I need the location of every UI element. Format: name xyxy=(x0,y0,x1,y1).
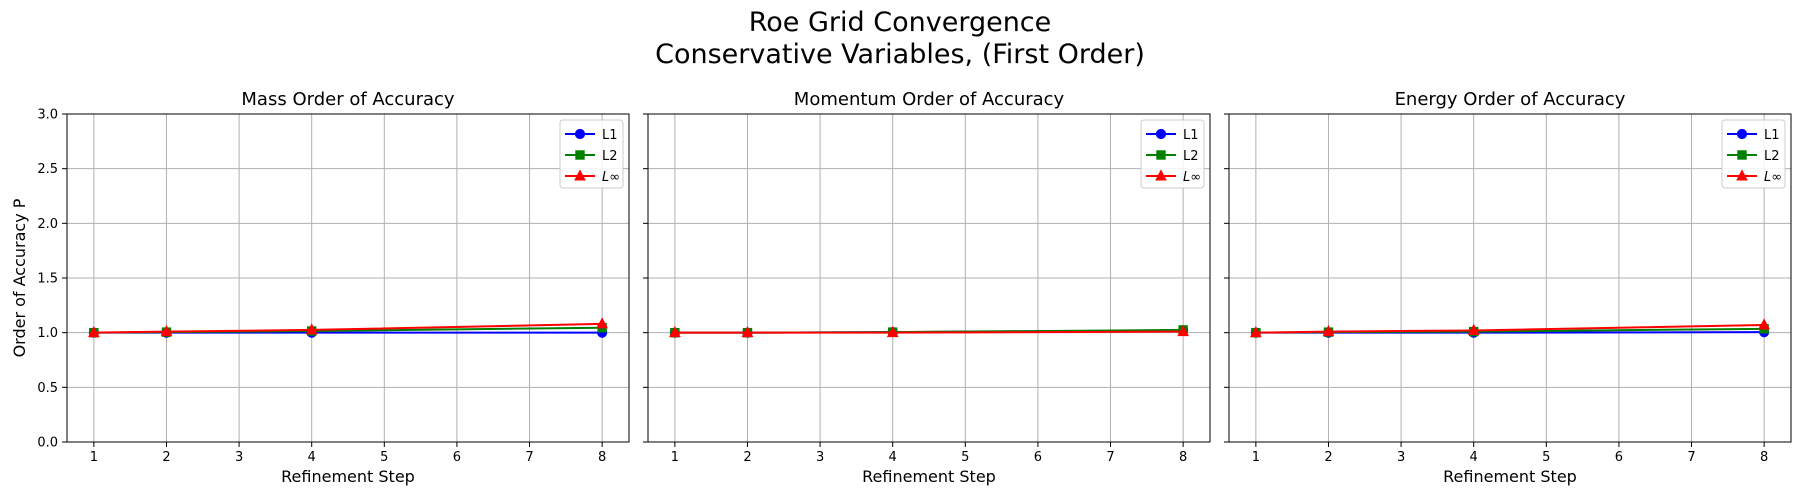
x-tick-label: 6 xyxy=(1615,450,1623,465)
series-line-3 xyxy=(674,330,1184,334)
legend-marker-1 xyxy=(1736,128,1748,140)
x-tick-label: 8 xyxy=(598,450,606,465)
data-point-3-1 xyxy=(88,325,100,338)
data-point-3-2 xyxy=(741,325,754,338)
x-tick-label: 7 xyxy=(1106,450,1114,465)
data-point-3-2 xyxy=(1322,324,1335,337)
data-point-3-1 xyxy=(1250,325,1262,338)
legend-label-2: L2 xyxy=(1183,149,1199,164)
legend-marker-3 xyxy=(1736,169,1748,181)
legend: L1 L2 L∞ xyxy=(1721,119,1786,189)
legend-marker-1 xyxy=(1155,128,1167,140)
x-tick-label: 8 xyxy=(1760,450,1768,465)
x-tick-label: 5 xyxy=(380,450,388,465)
data-point-3-3 xyxy=(1467,323,1480,335)
data-point-3-4 xyxy=(1177,324,1189,337)
legend-label-2: L2 xyxy=(602,149,618,164)
data-point-3-3 xyxy=(305,323,318,335)
y-tick-label: 0.0 xyxy=(37,436,58,451)
x-tick-label: 5 xyxy=(1542,450,1550,465)
subplot-1: 1 2 3 4 5 6 7 8 0.0 0.5 1.0 1.5 2.0 2.5 3.0 Mass Order … xyxy=(10,89,630,486)
y-tick-label: 0.5 xyxy=(37,381,58,396)
legend-label-3: L∞ xyxy=(1183,170,1201,185)
x-tick-label: 2 xyxy=(743,450,751,465)
x-axis-label: Refinement Step xyxy=(281,467,415,486)
legend-label-3: L∞ xyxy=(602,170,620,185)
x-tick-label: 1 xyxy=(1252,450,1260,465)
x-tick-label: 3 xyxy=(235,450,243,465)
subplot-2: 1 2 3 4 5 6 7 8 Momentum Order of Accuracy Refine… xyxy=(643,89,1211,486)
legend: L1 L2 L∞ xyxy=(1140,119,1205,189)
x-axis-label: Refinement Step xyxy=(862,467,996,486)
x-tick-label: 3 xyxy=(816,450,824,465)
legend-label-2: L2 xyxy=(1764,149,1780,164)
legend-label-3: L∞ xyxy=(1764,170,1782,185)
legend-label-1: L1 xyxy=(1764,128,1780,143)
subplot-title: Momentum Order of Accuracy xyxy=(794,89,1065,110)
y-tick-label: 3.0 xyxy=(37,108,58,123)
data-point-3-2 xyxy=(160,324,173,337)
x-tick-label: 7 xyxy=(1687,450,1695,465)
x-tick-label: 4 xyxy=(1470,450,1478,465)
x-tick-label: 4 xyxy=(889,450,897,465)
series-line-3 xyxy=(93,322,603,334)
x-tick-label: 1 xyxy=(671,450,679,465)
data-point-3-4 xyxy=(1758,318,1770,330)
x-axis-label: Refinement Step xyxy=(1443,467,1577,486)
legend-marker-2 xyxy=(575,150,585,160)
x-tick-label: 2 xyxy=(162,450,170,465)
x-tick-label: 3 xyxy=(1397,450,1405,465)
x-tick-label: 2 xyxy=(1324,450,1332,465)
y-axis-label: Order of Accuracy P xyxy=(10,198,29,357)
x-tick-label: 5 xyxy=(961,450,969,465)
x-tick-label: 1 xyxy=(90,450,98,465)
x-tick-label: 8 xyxy=(1179,450,1187,465)
subplot-title: Mass Order of Accuracy xyxy=(241,89,455,110)
data-point-3-4 xyxy=(596,317,608,329)
legend-label-1: L1 xyxy=(602,128,618,143)
legend-marker-1 xyxy=(574,128,586,140)
x-tick-label: 4 xyxy=(308,450,316,465)
y-tick-label: 2.5 xyxy=(37,162,58,177)
legend-marker-3 xyxy=(1155,169,1167,181)
data-point-3-1 xyxy=(669,325,681,338)
y-tick-label: 1.5 xyxy=(37,272,58,287)
legend-label-1: L1 xyxy=(1183,128,1199,143)
legend-marker-3 xyxy=(574,169,586,181)
y-tick-label: 1.0 xyxy=(37,326,58,341)
data-point-3-3 xyxy=(886,325,899,338)
subplot-3: 1 2 3 4 5 6 7 8 Energy Order of Accuracy Refineme… xyxy=(1224,89,1792,486)
legend-marker-2 xyxy=(1156,150,1166,160)
figure-subtitle: Conservative Variables, (First Order) xyxy=(655,39,1145,70)
y-tick-label: 2.0 xyxy=(37,217,58,232)
legend-marker-2 xyxy=(1737,150,1747,160)
figure-title: Roe Grid Convergence xyxy=(748,7,1052,38)
x-tick-label: 7 xyxy=(525,450,533,465)
x-tick-label: 6 xyxy=(1034,450,1042,465)
subplot-title: Energy Order of Accuracy xyxy=(1395,89,1626,110)
x-tick-label: 6 xyxy=(453,450,461,465)
legend: L1 L2 L∞ xyxy=(559,119,624,189)
series-line-3 xyxy=(1255,324,1765,334)
